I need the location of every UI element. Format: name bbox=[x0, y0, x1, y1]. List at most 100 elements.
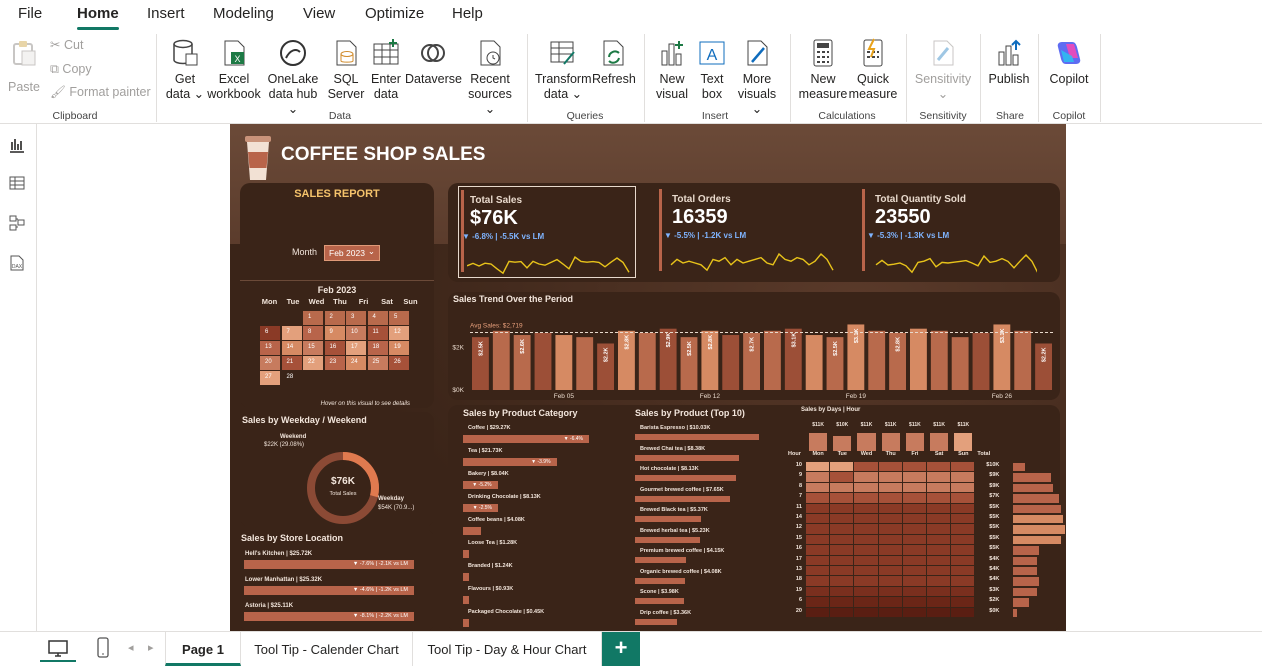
excel-workbook-button[interactable]: X Excel workbook bbox=[206, 38, 262, 102]
heat-cell[interactable] bbox=[806, 514, 830, 524]
heat-cell[interactable] bbox=[830, 462, 854, 472]
calendar-day-cell[interactable]: 25 bbox=[367, 356, 388, 370]
kpi-card[interactable]: Total Quantity Sold 23550 ▼ -5.3% | -1.3K … bbox=[862, 186, 1042, 278]
heat-cell[interactable] bbox=[878, 534, 902, 545]
heat-cell[interactable] bbox=[951, 576, 975, 586]
heat-cell[interactable] bbox=[951, 545, 975, 555]
heat-cell[interactable] bbox=[951, 607, 975, 617]
refresh-button[interactable]: Refresh bbox=[592, 38, 636, 87]
product-bar[interactable] bbox=[635, 618, 677, 625]
recent-sources-button[interactable]: Recent sources ⌄ bbox=[462, 38, 518, 117]
heat-cell[interactable] bbox=[854, 482, 878, 493]
heat-total-bar[interactable] bbox=[1013, 504, 1062, 513]
calendar-day-cell[interactable]: 8 bbox=[303, 326, 323, 340]
heat-cell[interactable] bbox=[902, 597, 926, 607]
heat-cell[interactable] bbox=[806, 607, 830, 617]
category-bar[interactable]: ▼ -2.5% bbox=[463, 504, 498, 512]
heat-cell[interactable] bbox=[902, 534, 926, 545]
calendar-day-cell[interactable]: 3 bbox=[346, 311, 366, 325]
heat-day-bar[interactable] bbox=[881, 433, 900, 451]
heat-cell[interactable] bbox=[902, 576, 926, 586]
heat-cell[interactable] bbox=[830, 524, 854, 534]
product-bar[interactable] bbox=[635, 475, 736, 481]
heat-cell[interactable] bbox=[951, 503, 975, 513]
category-bar[interactable] bbox=[463, 619, 469, 627]
calendar-day-cell[interactable]: 26 bbox=[389, 356, 409, 370]
heat-cell[interactable] bbox=[806, 534, 830, 545]
heat-cell[interactable] bbox=[830, 472, 854, 482]
calendar-day-cell[interactable]: 19 bbox=[389, 341, 409, 355]
heat-cell[interactable] bbox=[854, 555, 878, 565]
menu-insert[interactable]: Insert bbox=[147, 5, 185, 22]
heat-cell[interactable] bbox=[927, 514, 951, 524]
heat-day-bar[interactable] bbox=[905, 433, 924, 451]
heat-cell[interactable] bbox=[830, 493, 854, 503]
calendar-day-cell[interactable]: 14 bbox=[281, 341, 302, 355]
heat-cell[interactable] bbox=[878, 493, 902, 503]
trend-bar[interactable] bbox=[743, 332, 760, 390]
heat-cell[interactable] bbox=[927, 586, 951, 597]
heat-cell[interactable] bbox=[854, 514, 878, 524]
heat-cell[interactable] bbox=[878, 524, 902, 534]
heat-total-bar[interactable] bbox=[1013, 598, 1030, 607]
text-box-button[interactable]: A Text box bbox=[694, 38, 730, 102]
store-bar[interactable]: ▼ -7.6% | -2.1K vs LM bbox=[244, 560, 414, 569]
heat-day-bar[interactable] bbox=[954, 433, 973, 451]
more-visuals-button[interactable]: More visuals ⌄ bbox=[732, 38, 782, 117]
calendar-day-cell[interactable]: 1 bbox=[303, 311, 323, 325]
menu-view[interactable]: View bbox=[303, 5, 336, 22]
add-page-button[interactable]: + bbox=[602, 632, 640, 666]
sensitivity-button[interactable]: Sensitivity ⌄ bbox=[912, 38, 974, 102]
heat-cell[interactable] bbox=[854, 607, 878, 617]
heat-cell[interactable] bbox=[854, 493, 878, 503]
store-bar[interactable]: ▼ -8.1% | -2.2K vs LM bbox=[244, 612, 414, 621]
format-painter-button[interactable]: 🖌 Format painter bbox=[50, 85, 151, 100]
model-view-icon[interactable] bbox=[8, 214, 26, 232]
heat-cell[interactable] bbox=[806, 597, 830, 607]
trend-bar[interactable] bbox=[784, 328, 802, 390]
trend-bar[interactable] bbox=[1035, 343, 1052, 390]
heat-cell[interactable] bbox=[951, 534, 975, 545]
calendar-day-cell[interactable]: 6 bbox=[260, 326, 280, 340]
heat-cell[interactable] bbox=[854, 503, 878, 513]
sales-trend-chart[interactable]: $2.5K $2.6K $2.2K $2.8K $2.9K $2.5K $2.8K $2.7K… bbox=[448, 292, 1060, 400]
heat-cell[interactable] bbox=[927, 576, 951, 586]
heat-cell[interactable] bbox=[927, 524, 951, 534]
heat-cell[interactable] bbox=[878, 482, 902, 493]
trend-bar[interactable] bbox=[722, 335, 740, 390]
heat-cell[interactable] bbox=[878, 566, 902, 576]
trend-bar[interactable] bbox=[993, 324, 1011, 390]
heat-cell[interactable] bbox=[806, 472, 830, 482]
heat-cell[interactable] bbox=[806, 524, 830, 534]
tab-tooltip-calendar[interactable]: Tool Tip - Calender Chart bbox=[241, 632, 413, 666]
heat-cell[interactable] bbox=[854, 576, 878, 586]
heat-cell[interactable] bbox=[902, 555, 926, 565]
heat-cell[interactable] bbox=[806, 576, 830, 586]
heat-cell[interactable] bbox=[951, 482, 975, 493]
heat-cell[interactable] bbox=[878, 555, 902, 565]
trend-bar[interactable] bbox=[972, 332, 990, 390]
heat-day-bar[interactable] bbox=[930, 433, 949, 451]
heat-cell[interactable] bbox=[951, 493, 975, 503]
calendar-day-cell[interactable]: 24 bbox=[346, 356, 366, 370]
publish-button[interactable]: Publish bbox=[986, 38, 1032, 87]
heat-cell[interactable] bbox=[902, 503, 926, 513]
calendar-day-cell[interactable]: 11 bbox=[367, 326, 388, 340]
heat-cell[interactable] bbox=[927, 493, 951, 503]
calendar-day-cell[interactable]: 15 bbox=[303, 341, 323, 355]
heat-cell[interactable] bbox=[927, 555, 951, 565]
heat-cell[interactable] bbox=[951, 555, 975, 565]
heat-cell[interactable] bbox=[854, 566, 878, 576]
calendar-day-cell[interactable]: 21 bbox=[281, 356, 302, 370]
dax-query-icon[interactable]: DAX bbox=[8, 254, 26, 272]
calendar-day-cell[interactable]: 17 bbox=[346, 341, 366, 355]
kpi-card[interactable]: Total Sales $76K ▼ -6.8% | -5.5K vs LM bbox=[458, 186, 636, 278]
weekday-donut[interactable] bbox=[305, 450, 381, 526]
heat-cell[interactable] bbox=[854, 472, 878, 482]
heat-total-bar[interactable] bbox=[1013, 587, 1038, 597]
heat-cell[interactable] bbox=[878, 597, 902, 607]
heat-cell[interactable] bbox=[951, 462, 975, 472]
heat-total-bar[interactable] bbox=[1013, 515, 1064, 524]
heat-cell[interactable] bbox=[878, 503, 902, 513]
heat-cell[interactable] bbox=[878, 576, 902, 586]
